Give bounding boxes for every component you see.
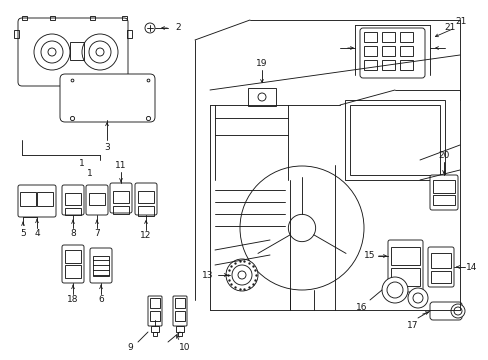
- Bar: [150, 298, 160, 308]
- Bar: [381, 46, 394, 56]
- Text: 8: 8: [70, 230, 76, 238]
- Text: 16: 16: [356, 302, 367, 311]
- Bar: [390, 268, 419, 286]
- FancyBboxPatch shape: [110, 183, 132, 213]
- Bar: [90, 16, 95, 20]
- Bar: [153, 332, 157, 336]
- FancyBboxPatch shape: [429, 302, 461, 320]
- Bar: [70, 42, 84, 60]
- FancyBboxPatch shape: [60, 74, 155, 122]
- Bar: [138, 206, 154, 216]
- Text: 7: 7: [94, 230, 100, 238]
- FancyBboxPatch shape: [173, 296, 186, 326]
- Text: 1: 1: [87, 170, 93, 179]
- Bar: [175, 311, 184, 321]
- FancyBboxPatch shape: [62, 185, 84, 215]
- Text: 13: 13: [202, 270, 213, 279]
- Text: 3: 3: [104, 143, 110, 152]
- Bar: [65, 265, 81, 278]
- Circle shape: [258, 93, 265, 101]
- Bar: [89, 193, 105, 205]
- Bar: [345, 100, 444, 180]
- Circle shape: [225, 259, 258, 291]
- Bar: [178, 332, 182, 336]
- Bar: [432, 180, 454, 193]
- Text: 9: 9: [127, 343, 133, 352]
- FancyBboxPatch shape: [86, 185, 108, 215]
- Circle shape: [450, 304, 464, 318]
- Bar: [381, 32, 394, 42]
- Text: 21: 21: [454, 18, 466, 27]
- Bar: [247, 88, 275, 106]
- Text: 17: 17: [407, 320, 418, 329]
- Bar: [150, 311, 160, 321]
- FancyBboxPatch shape: [148, 296, 162, 326]
- Text: 1: 1: [79, 159, 85, 168]
- Bar: [151, 326, 159, 332]
- Bar: [127, 30, 132, 38]
- FancyBboxPatch shape: [62, 245, 84, 283]
- Circle shape: [145, 23, 155, 33]
- Bar: [363, 60, 376, 70]
- Bar: [65, 250, 81, 263]
- Text: 4: 4: [34, 230, 40, 238]
- Bar: [65, 208, 81, 215]
- Text: 2: 2: [175, 23, 181, 32]
- Bar: [176, 326, 183, 332]
- Bar: [122, 16, 127, 20]
- FancyBboxPatch shape: [135, 183, 157, 215]
- Bar: [20, 192, 36, 206]
- Circle shape: [407, 288, 427, 308]
- Bar: [113, 191, 129, 203]
- FancyBboxPatch shape: [429, 175, 457, 210]
- FancyBboxPatch shape: [90, 248, 112, 283]
- Text: 19: 19: [256, 58, 267, 68]
- Bar: [349, 105, 439, 175]
- Bar: [65, 193, 81, 205]
- Bar: [14, 30, 19, 38]
- Bar: [37, 192, 53, 206]
- Bar: [399, 60, 412, 70]
- Text: 12: 12: [140, 231, 151, 240]
- FancyBboxPatch shape: [359, 28, 424, 78]
- Bar: [113, 206, 129, 214]
- Text: 5: 5: [20, 230, 26, 238]
- Bar: [175, 298, 184, 308]
- Bar: [430, 271, 450, 283]
- Circle shape: [240, 166, 363, 290]
- Text: 6: 6: [98, 296, 103, 305]
- FancyBboxPatch shape: [427, 247, 453, 287]
- Text: 11: 11: [115, 162, 126, 171]
- Bar: [399, 32, 412, 42]
- Bar: [381, 60, 394, 70]
- Text: 21: 21: [444, 23, 455, 32]
- Bar: [399, 46, 412, 56]
- Circle shape: [381, 277, 407, 303]
- Bar: [363, 46, 376, 56]
- Bar: [138, 191, 154, 203]
- FancyBboxPatch shape: [387, 240, 422, 292]
- Bar: [22, 16, 27, 20]
- Text: 10: 10: [179, 343, 190, 352]
- Text: 20: 20: [437, 152, 449, 161]
- Bar: [93, 256, 109, 276]
- Bar: [432, 195, 454, 205]
- Bar: [363, 32, 376, 42]
- FancyBboxPatch shape: [18, 185, 56, 217]
- Bar: [50, 16, 55, 20]
- Text: 15: 15: [364, 252, 375, 261]
- Text: 18: 18: [67, 296, 79, 305]
- Bar: [430, 253, 450, 268]
- Text: 14: 14: [466, 262, 477, 271]
- FancyBboxPatch shape: [18, 18, 128, 86]
- Bar: [390, 247, 419, 265]
